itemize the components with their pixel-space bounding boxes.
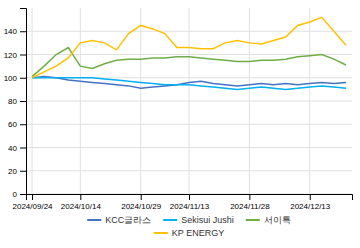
grid-line (249, 8, 250, 194)
grid-line (80, 8, 81, 194)
tick: 2024/10/14 (61, 194, 102, 211)
legend-swatch (154, 232, 168, 234)
tick-mark (80, 194, 81, 200)
tick: 140 (4, 27, 26, 36)
tick: 20 (8, 167, 26, 176)
tick: 2024/09/24 (13, 194, 54, 211)
tick-mark (20, 194, 26, 195)
tick: 80 (8, 97, 26, 106)
legend-label: KP ENERGY (172, 228, 224, 238)
axis-line (27, 195, 353, 201)
grid-line (140, 8, 141, 194)
tick: 2024/10/29 (121, 194, 162, 211)
tick: 0 (13, 190, 26, 199)
tick-label: 0 (13, 190, 18, 199)
legend-item: Sekisui Jushi (163, 215, 234, 225)
tick-label: 2024/10/29 (121, 202, 162, 211)
grid-line (189, 8, 190, 194)
tick: 40 (8, 144, 26, 153)
legend-item: 서이특 (246, 215, 291, 225)
legend-item: KCC글라스 (87, 215, 151, 225)
legend-swatch (163, 219, 177, 221)
line (32, 17, 346, 77)
tick-label: 20 (8, 167, 17, 176)
tick-label: 100 (4, 74, 18, 83)
tick-label: 60 (8, 120, 17, 129)
legend-swatch (246, 219, 260, 221)
tick-label: 140 (4, 27, 18, 36)
tick-mark (189, 194, 190, 200)
grid-line (32, 8, 33, 194)
legend-label: Sekisui Jushi (181, 215, 234, 225)
legend-item: KP ENERGY (154, 228, 224, 238)
tick-mark (20, 148, 26, 149)
tick-mark (20, 124, 26, 125)
tick: 100 (4, 74, 26, 83)
tick: 2024/11/13 (170, 194, 210, 211)
tick-label: 2024/11/13 (170, 202, 210, 211)
plot-area (32, 17, 346, 89)
tick-mark (20, 55, 26, 56)
tick-label: 120 (4, 51, 18, 60)
legend: KCC글라스 Sekisui Jushi 서이특 KP ENERGY (87, 215, 291, 238)
tick-label: 2024/12/13 (290, 202, 331, 211)
tick-mark (20, 171, 26, 172)
tick-label: 2024/11/28 (230, 202, 270, 211)
tick-mark (20, 31, 26, 32)
tick-mark (20, 78, 26, 79)
tick-label: 2024/10/14 (61, 202, 102, 211)
tick-mark (310, 194, 311, 200)
tick-mark (20, 101, 26, 102)
tick: 60 (8, 120, 26, 129)
tick-label: 2024/09/24 (13, 202, 54, 211)
legend-label: KCC글라스 (105, 215, 151, 225)
y-axis: 0 20 40 60 80 100 120 140 (4, 9, 27, 200)
legend-swatch (87, 219, 101, 221)
grid (26, 8, 352, 194)
axis-line (20, 9, 27, 195)
tick-label: 40 (8, 144, 17, 153)
tick-mark (32, 194, 33, 200)
x-axis: 2024/09/24 2024/10/14 2024/10/29 2024/11/13… (13, 194, 353, 211)
tick: 2024/11/28 (230, 194, 270, 211)
chart: 2024/09/24 2024/10/14 2024/10/29 2024/11/13… (0, 0, 360, 248)
grid-line (309, 8, 310, 194)
line (32, 48, 346, 77)
legend-label: 서이특 (264, 215, 291, 225)
tick-label: 80 (8, 97, 17, 106)
tick-mark (249, 194, 250, 200)
line (32, 78, 346, 90)
tick: 2024/12/13 (290, 194, 331, 211)
tick: 120 (4, 51, 26, 60)
tick-mark (141, 194, 142, 200)
